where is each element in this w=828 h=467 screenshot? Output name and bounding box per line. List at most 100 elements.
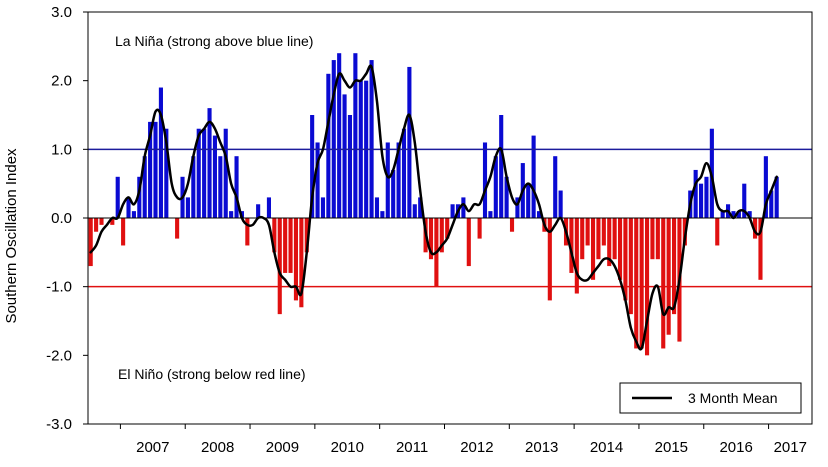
bar xyxy=(391,169,396,218)
bar xyxy=(428,218,434,260)
bar xyxy=(191,156,196,218)
el-nino-annotation: El Niño (strong below red line) xyxy=(118,366,306,382)
bar xyxy=(110,218,115,225)
x-tick-label: 2010 xyxy=(331,439,364,456)
bar xyxy=(661,218,666,349)
bar xyxy=(196,128,201,218)
x-tick-label: 2012 xyxy=(460,439,493,456)
bar xyxy=(607,218,612,267)
bar xyxy=(418,197,423,218)
x-tick-label: 2011 xyxy=(396,439,428,456)
bar xyxy=(634,218,639,349)
bar xyxy=(547,218,552,301)
x-tick-label: 2014 xyxy=(590,439,623,456)
bar xyxy=(299,218,304,308)
bar xyxy=(304,218,309,253)
bar xyxy=(369,60,374,218)
bar xyxy=(223,128,228,218)
bar xyxy=(461,197,466,218)
bar xyxy=(488,211,493,218)
bar xyxy=(655,218,660,260)
bar xyxy=(126,197,131,218)
bar xyxy=(315,142,320,218)
bar xyxy=(153,121,158,218)
bar xyxy=(509,218,515,232)
bar xyxy=(310,115,315,218)
bar xyxy=(704,176,709,218)
bar xyxy=(531,135,536,218)
bar xyxy=(526,183,531,218)
legend: 3 Month Mean xyxy=(619,382,802,414)
bar-series xyxy=(88,53,779,356)
x-tick-label: 2015 xyxy=(655,439,688,456)
bar xyxy=(590,218,596,280)
bar xyxy=(477,218,482,239)
x-tick-label: 2016 xyxy=(719,439,752,456)
y-tick-label: -3.0 xyxy=(46,416,72,433)
bar xyxy=(293,218,299,301)
y-axis-label: Southern Oscillation Index xyxy=(3,148,20,324)
y-tick-label: 1.0 xyxy=(51,141,72,158)
x-tick-label: 2009 xyxy=(266,439,299,456)
x-tick-label: 2013 xyxy=(525,439,558,456)
bar xyxy=(185,197,190,218)
bar xyxy=(347,115,353,218)
y-tick-label: 0.0 xyxy=(51,210,72,227)
x-tick-label: 2007 xyxy=(136,439,169,456)
bar xyxy=(148,121,153,218)
bar xyxy=(234,156,239,218)
bar xyxy=(331,60,336,218)
bar xyxy=(515,197,520,218)
bar xyxy=(288,218,293,273)
bar xyxy=(229,211,234,218)
bar xyxy=(337,53,342,219)
bar xyxy=(601,218,606,246)
bar xyxy=(504,176,509,218)
bar xyxy=(558,190,563,218)
bar xyxy=(753,218,758,239)
bar xyxy=(99,218,104,225)
bar xyxy=(380,211,385,218)
bar xyxy=(94,218,99,232)
bar xyxy=(747,211,752,218)
bar xyxy=(574,218,579,294)
bar xyxy=(245,218,250,246)
bar xyxy=(536,211,542,218)
reference-lines xyxy=(88,148,812,288)
bar xyxy=(715,218,720,246)
bar xyxy=(88,218,93,267)
bar xyxy=(445,218,450,239)
y-tick-label: -2.0 xyxy=(46,347,72,364)
bar xyxy=(207,108,212,218)
bar xyxy=(623,218,628,301)
bar xyxy=(374,197,380,218)
bar xyxy=(666,218,671,335)
bar xyxy=(493,156,498,218)
bar xyxy=(256,204,261,218)
bar xyxy=(158,87,163,218)
bar xyxy=(650,218,655,260)
x-tick-label: 2008 xyxy=(201,439,234,456)
bar xyxy=(407,66,412,219)
y-axis: 3.0 2.0 1.0 0.0 -1.0 -2.0 -3.0 xyxy=(46,4,88,433)
bar xyxy=(142,156,147,218)
bar xyxy=(774,176,779,218)
bar xyxy=(131,211,136,218)
bar xyxy=(115,176,120,218)
bar xyxy=(326,73,331,218)
x-tick-label: 2017 xyxy=(774,439,807,456)
mean-line-series xyxy=(89,64,778,351)
bar xyxy=(212,135,217,218)
bar xyxy=(580,218,585,260)
bar xyxy=(218,156,223,218)
bar xyxy=(769,190,774,218)
bar xyxy=(175,218,180,239)
bar xyxy=(742,183,747,218)
bar xyxy=(450,204,455,218)
bar xyxy=(466,218,471,267)
bar xyxy=(553,156,558,218)
bar xyxy=(499,115,504,218)
bar xyxy=(401,128,407,218)
